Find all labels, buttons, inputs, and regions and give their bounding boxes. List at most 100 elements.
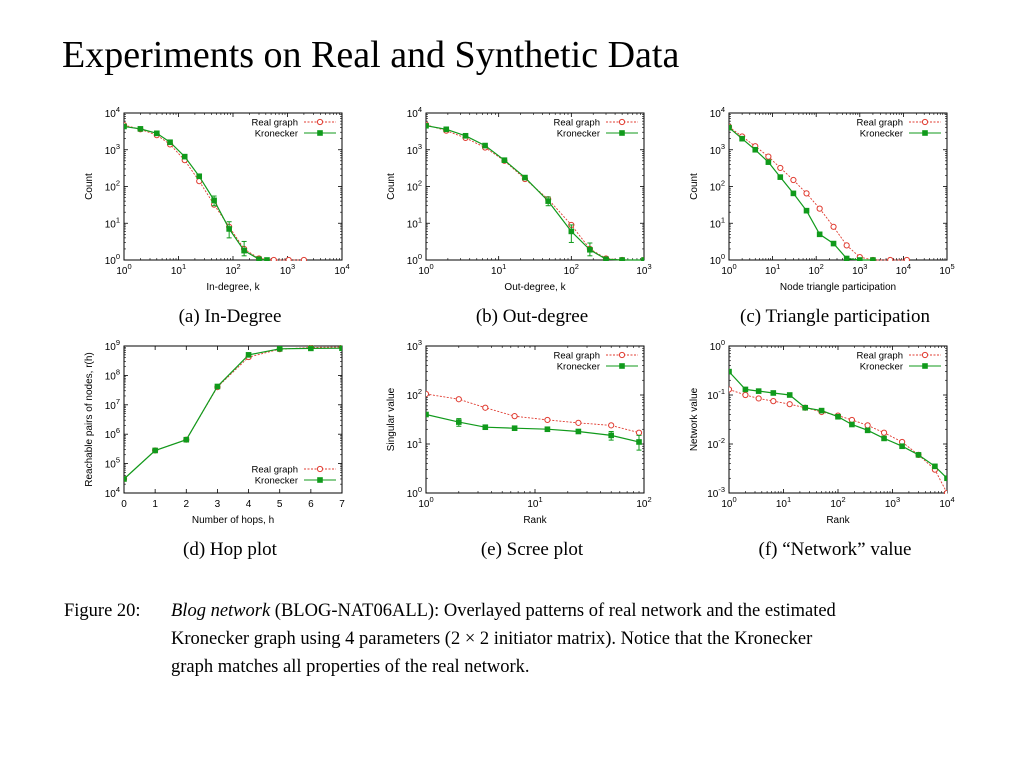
series-kron xyxy=(729,368,947,482)
data-point-kron xyxy=(308,345,314,352)
data-point-kron xyxy=(752,146,759,153)
legend-marker-kron xyxy=(619,363,625,369)
data-point-real xyxy=(511,413,518,420)
y-axis-label: Reachable pairs of nodes, r(h) xyxy=(84,352,95,487)
data-point-kron xyxy=(575,428,582,435)
data-point-real xyxy=(270,256,277,261)
series-kron xyxy=(426,411,642,451)
data-point-kron xyxy=(264,257,270,261)
data-point-kron xyxy=(181,153,188,160)
data-point-kron xyxy=(636,439,642,445)
y-tick-label: 103 xyxy=(407,338,422,353)
chart-scree-plot: 100 101 102 100 101 102 103 Rank Singular value R… xyxy=(386,338,652,526)
x-tick-label: 1 xyxy=(152,499,158,510)
y-axis-label: Network value xyxy=(689,387,700,451)
x-tick-label: 4 xyxy=(246,499,252,510)
y-tick-label: 101 xyxy=(710,215,725,230)
data-point-kron xyxy=(857,257,863,261)
data-point-real xyxy=(864,422,871,429)
data-point-real xyxy=(816,205,823,212)
y-tick-label: 102 xyxy=(407,387,422,402)
data-point-kron xyxy=(482,424,489,431)
data-point-real xyxy=(943,489,947,494)
y-tick-label: 105 xyxy=(105,456,120,471)
data-point-kron xyxy=(501,157,508,163)
figure-dataset-name: BLOG-NAT06ALL xyxy=(280,601,428,621)
data-point-kron xyxy=(456,419,462,425)
legend-label-kron: Kronecker xyxy=(255,129,298,140)
x-tick-label: 102 xyxy=(809,262,824,277)
data-point-kron xyxy=(729,368,732,375)
data-point-kron xyxy=(568,228,575,235)
y-tick-label: 109 xyxy=(105,338,120,353)
chart-in-degree: 100 101 102 103 104 100 101 102 103 104 In-degree,… xyxy=(84,105,350,293)
legend-marker-real xyxy=(921,351,929,359)
series-kron xyxy=(729,124,876,261)
legend-label-real: Real graph xyxy=(554,118,600,129)
data-point-real xyxy=(830,223,837,230)
series-line-real xyxy=(124,124,304,261)
data-point-kron xyxy=(482,142,488,149)
series-line-real xyxy=(729,388,947,494)
x-axis-label: Number of hops, h xyxy=(192,515,274,526)
figure-caption-line-2: Kronecker graph using 4 parameters (2 × … xyxy=(171,629,813,649)
series-line-kron xyxy=(426,125,644,261)
legend-marker-kron xyxy=(922,363,928,369)
data-point-real xyxy=(285,256,292,261)
data-point-kron xyxy=(816,231,823,238)
data-point-kron xyxy=(137,126,144,132)
series-real xyxy=(426,390,643,436)
chart-hop-plot: 0 1 2 3 4 5 6 7 104 105 106 107 108 109 Number of hops… xyxy=(84,338,345,526)
data-point-kron xyxy=(944,475,947,482)
series-line-kron xyxy=(426,413,640,443)
y-tick-label: 103 xyxy=(105,142,120,157)
x-tick-label: 104 xyxy=(939,495,954,510)
y-axis-label: Count xyxy=(84,173,95,200)
data-point-real xyxy=(755,395,762,402)
legend-marker-kron xyxy=(619,130,625,136)
data-point-real xyxy=(426,390,430,398)
legend-label-real: Real graph xyxy=(554,351,600,362)
series-line-kron xyxy=(729,127,873,261)
figure-caption-line-3: graph matches all properties of the real… xyxy=(171,657,530,677)
series-line-real xyxy=(124,346,342,480)
x-tick-label: 3 xyxy=(215,499,221,510)
x-tick-label: 103 xyxy=(636,262,651,277)
legend-label-kron: Kronecker xyxy=(860,362,903,373)
legend-marker-real xyxy=(921,118,929,126)
x-axis-label: Rank xyxy=(826,515,850,526)
data-point-kron xyxy=(932,463,938,470)
data-point-kron xyxy=(603,256,609,261)
data-point-kron xyxy=(124,123,127,130)
x-tick-label: 101 xyxy=(171,262,186,277)
data-point-kron xyxy=(276,346,283,352)
data-point-real xyxy=(544,416,551,424)
legend-marker-kron xyxy=(317,477,323,483)
x-tick-label: 5 xyxy=(277,499,283,510)
data-point-kron xyxy=(426,122,429,129)
x-tick-label: 102 xyxy=(564,262,579,277)
y-tick-label: 103 xyxy=(407,142,422,157)
data-point-kron xyxy=(802,404,808,411)
data-point-kron xyxy=(511,425,518,432)
y-tick-label: 104 xyxy=(407,105,422,120)
y-tick-label: 103 xyxy=(710,142,725,157)
legend-label-real: Real graph xyxy=(857,118,903,129)
series-line-kron xyxy=(729,371,947,479)
y-tick-label: 102 xyxy=(407,179,422,194)
panel-f-caption: (f) “Network” value xyxy=(758,539,912,560)
x-tick-label: 6 xyxy=(308,499,314,510)
data-point-real xyxy=(786,401,793,408)
x-axis-label: Out-degree, k xyxy=(504,282,566,293)
slide-title: Experiments on Real and Synthetic Data xyxy=(62,34,680,76)
y-tick-label: 100 xyxy=(407,252,422,267)
x-tick-label: 105 xyxy=(939,262,954,277)
data-point-real xyxy=(790,176,797,184)
plot-frame xyxy=(425,112,645,261)
y-tick-label: 10-2 xyxy=(707,436,725,451)
data-point-kron xyxy=(835,413,841,420)
legend-marker-real xyxy=(316,465,324,473)
data-point-kron xyxy=(608,432,614,439)
x-tick-label: 100 xyxy=(418,495,433,510)
